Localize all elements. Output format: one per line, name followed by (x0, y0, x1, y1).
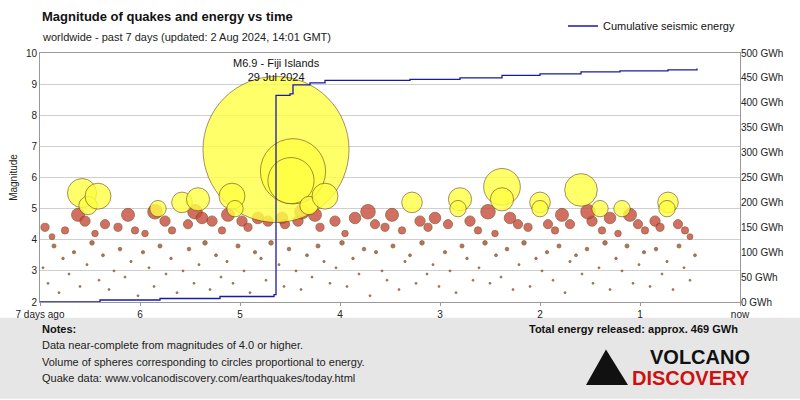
svg-text:200 GWh: 200 GWh (741, 197, 783, 208)
svg-text:3: 3 (31, 265, 37, 276)
svg-text:10: 10 (26, 48, 38, 59)
svg-text:300 GWh: 300 GWh (741, 147, 783, 158)
svg-text:3: 3 (437, 309, 443, 320)
svg-text:450 GWh: 450 GWh (741, 72, 783, 83)
svg-text:Data near-complete from magnit: Data near-complete from magnitudes of 4.… (42, 339, 303, 351)
svg-text:worldwide - past 7 days (updat: worldwide - past 7 days (updated: 2 Aug … (42, 31, 331, 43)
svg-text:Magnitude: Magnitude (8, 154, 19, 201)
svg-text:Magnitude of quakes and energy: Magnitude of quakes and energy vs time (42, 9, 293, 24)
svg-text:Cumulative seismic energy: Cumulative seismic energy (603, 20, 735, 32)
svg-text:5: 5 (31, 203, 37, 214)
svg-text:100 GWh: 100 GWh (741, 247, 783, 258)
svg-text:2: 2 (537, 309, 543, 320)
svg-text:0 GWh: 0 GWh (741, 297, 772, 308)
svg-text:7 days ago: 7 days ago (16, 309, 65, 320)
svg-text:9: 9 (31, 79, 37, 90)
svg-text:now: now (731, 309, 750, 320)
svg-text:1: 1 (637, 309, 643, 320)
svg-text:Quake data: www.volcanodiscove: Quake data: www.volcanodiscovery.com/ear… (42, 372, 355, 384)
svg-text:8: 8 (31, 110, 37, 121)
svg-text:Volume of spheres correspondin: Volume of spheres corresponding to circl… (42, 356, 365, 368)
svg-text:M6.9 - Fiji Islands29 Jul 2024: M6.9 - Fiji Islands29 Jul 2024 (233, 57, 320, 83)
svg-text:6: 6 (31, 172, 37, 183)
svg-text:400 GWh: 400 GWh (741, 97, 783, 108)
svg-text:5: 5 (237, 309, 243, 320)
svg-text:4: 4 (337, 309, 343, 320)
svg-text:Notes:: Notes: (42, 323, 76, 335)
svg-text:7: 7 (31, 141, 37, 152)
svg-text:500 GWh: 500 GWh (741, 48, 783, 59)
svg-text:50 GWh: 50 GWh (741, 272, 778, 283)
svg-text:6: 6 (137, 309, 143, 320)
svg-text:4: 4 (31, 234, 37, 245)
svg-text:250 GWh: 250 GWh (741, 172, 783, 183)
svg-text:DISCOVERY: DISCOVERY (632, 367, 750, 389)
svg-text:150 GWh: 150 GWh (741, 222, 783, 233)
svg-text:VOLCANO: VOLCANO (650, 346, 750, 368)
svg-text:Total energy released: approx.: Total energy released: approx. 469 GWh (529, 323, 738, 335)
svg-text:350 GWh: 350 GWh (741, 122, 783, 133)
svg-text:2: 2 (31, 297, 37, 308)
